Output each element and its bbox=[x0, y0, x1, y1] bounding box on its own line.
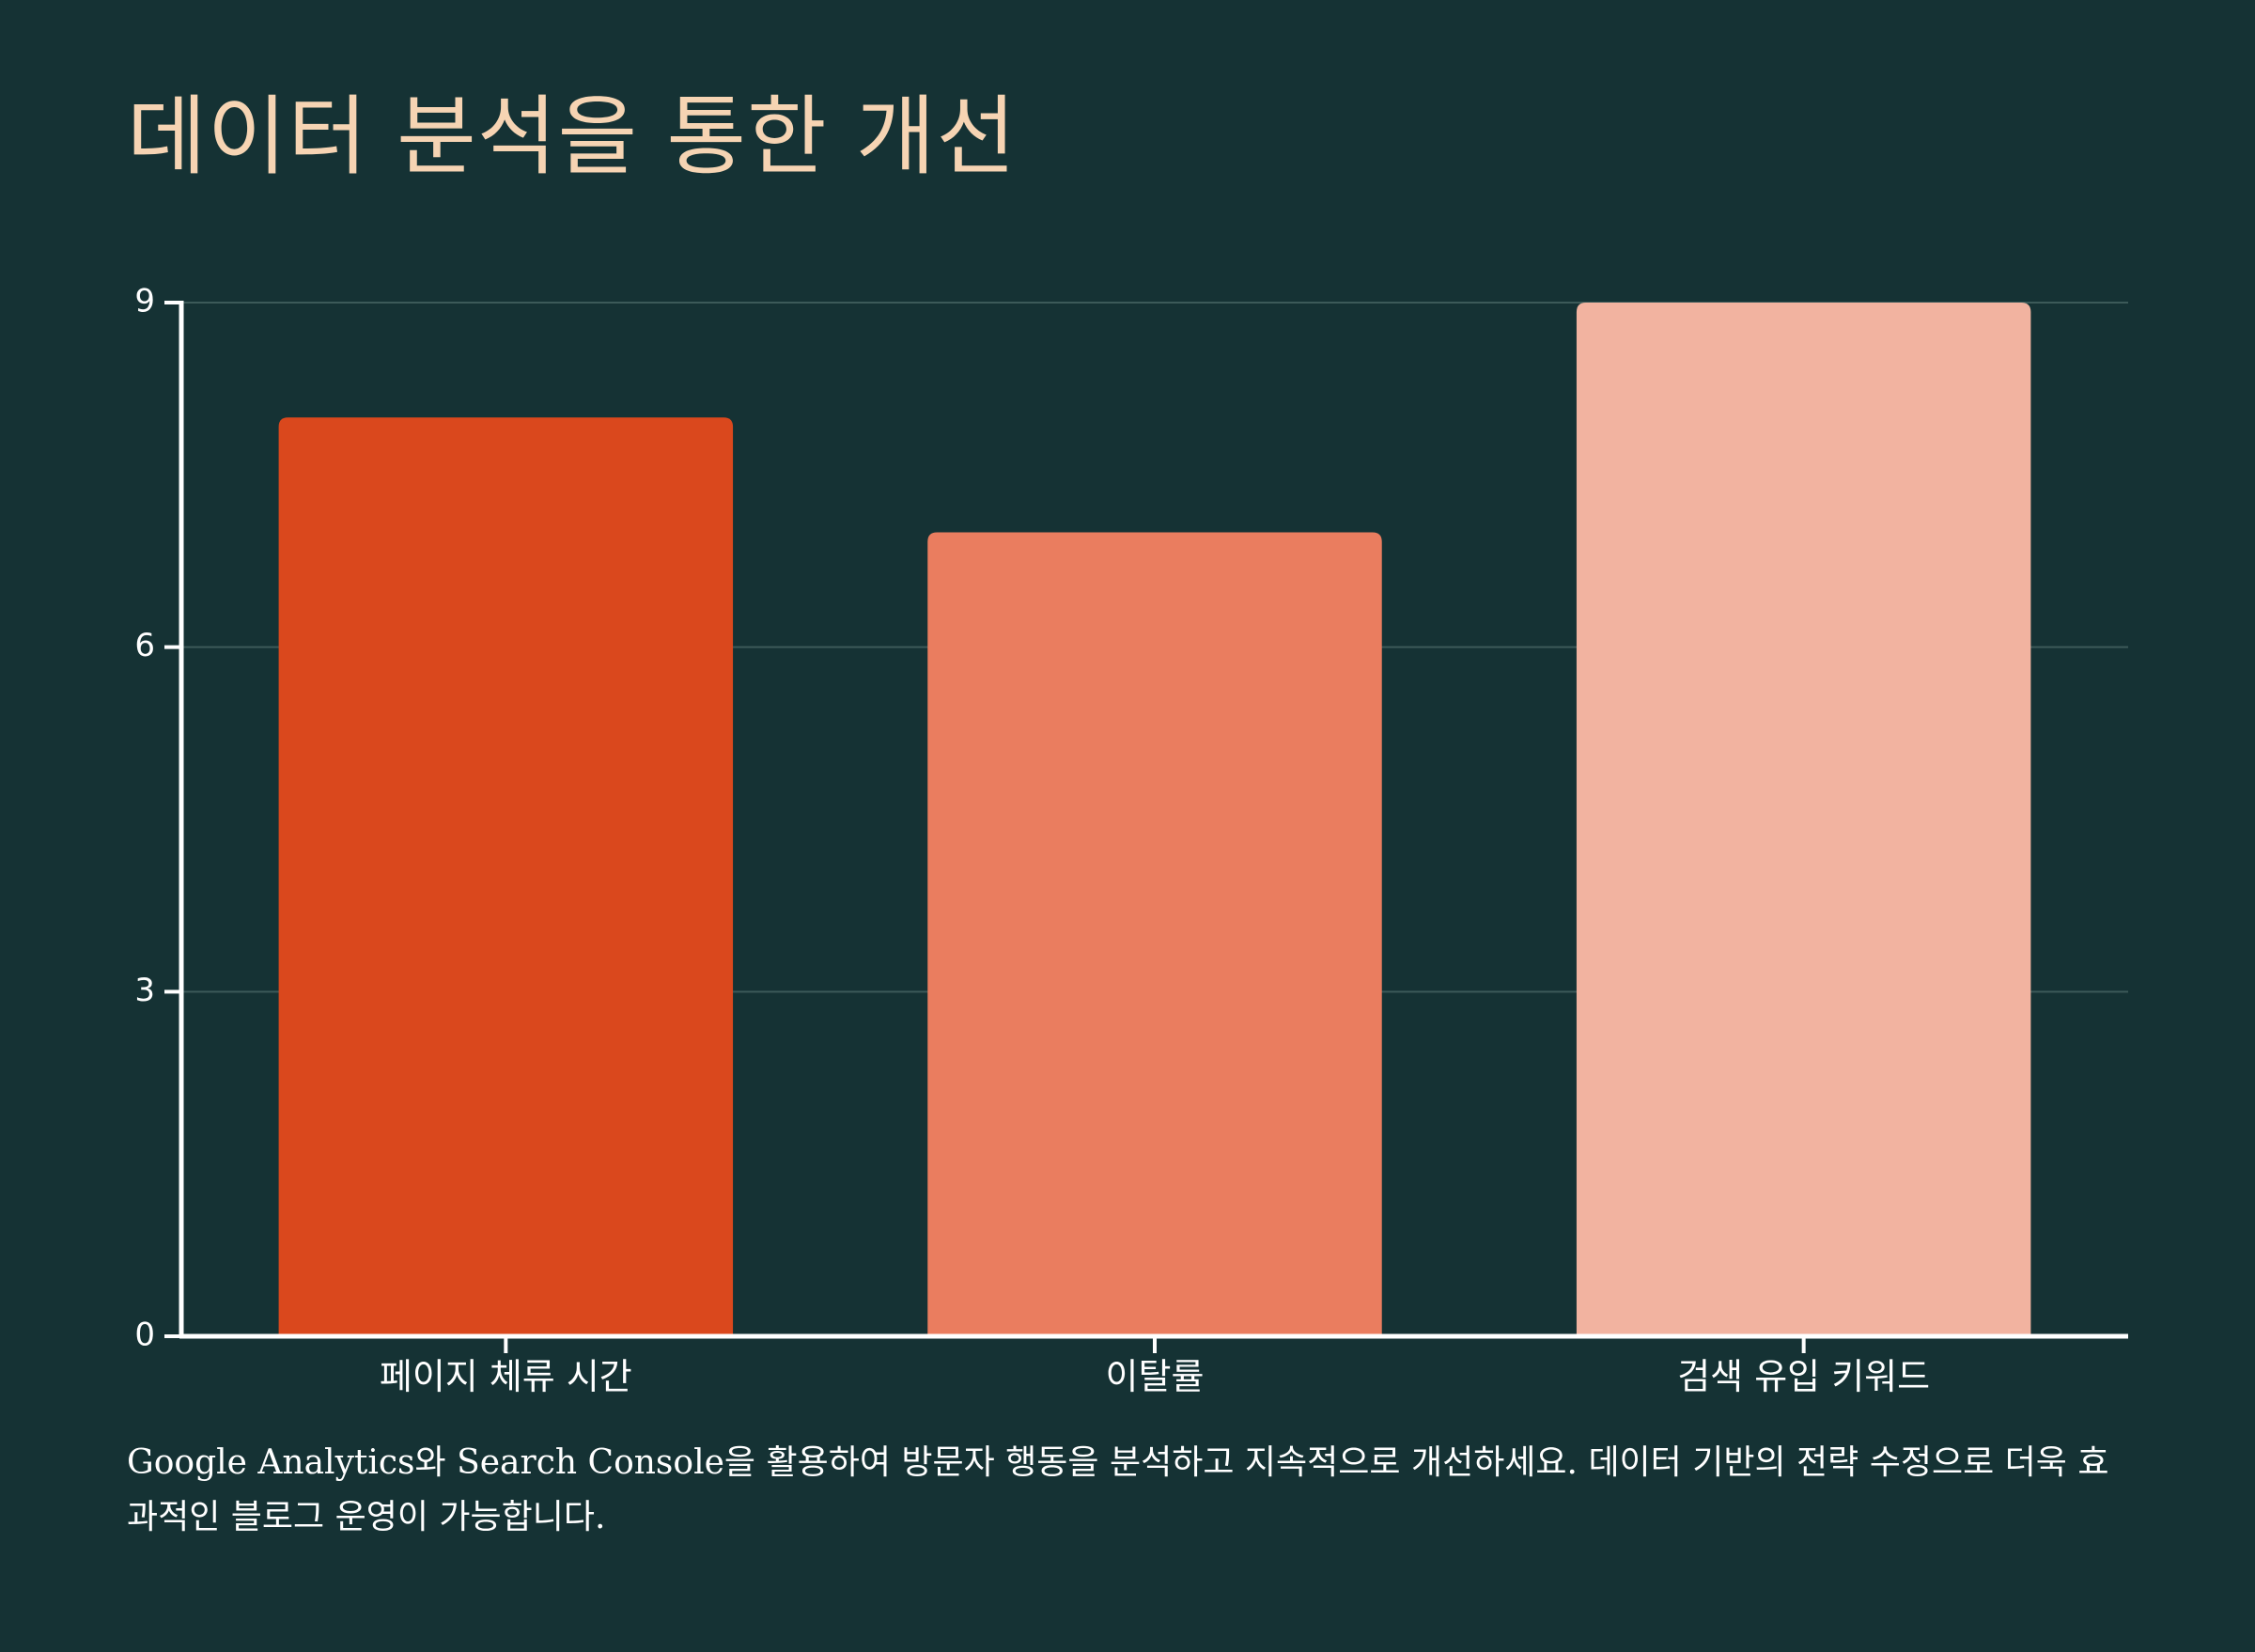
y-tick-label: 3 bbox=[134, 972, 155, 1009]
x-category-label: 이탈률 bbox=[1106, 1356, 1205, 1397]
axes bbox=[164, 301, 2128, 1353]
bar-chart: 0 3 6 9 페이지 체류 시간 이탈률 검색 유입 키워드 bbox=[134, 283, 2128, 1398]
x-category-label: 페이지 체류 시간 bbox=[380, 1356, 632, 1397]
y-tick-label: 9 bbox=[134, 283, 155, 320]
caption-text: Google Analytics와 Search Console을 활용하여 방… bbox=[127, 1443, 2109, 1536]
axis-labels: 0 3 6 9 페이지 체류 시간 이탈률 검색 유입 키워드 bbox=[134, 283, 1930, 1398]
bar-2 bbox=[927, 532, 1382, 1336]
page-title: 데이터 분석을 통한 개선 bbox=[127, 86, 1018, 187]
y-tick-label: 0 bbox=[134, 1317, 155, 1354]
bar-3 bbox=[1576, 303, 2031, 1336]
x-category-label: 검색 유입 키워드 bbox=[1677, 1356, 1930, 1397]
bar-1 bbox=[278, 417, 734, 1336]
y-tick-label: 6 bbox=[134, 627, 155, 664]
bars bbox=[278, 303, 2031, 1336]
